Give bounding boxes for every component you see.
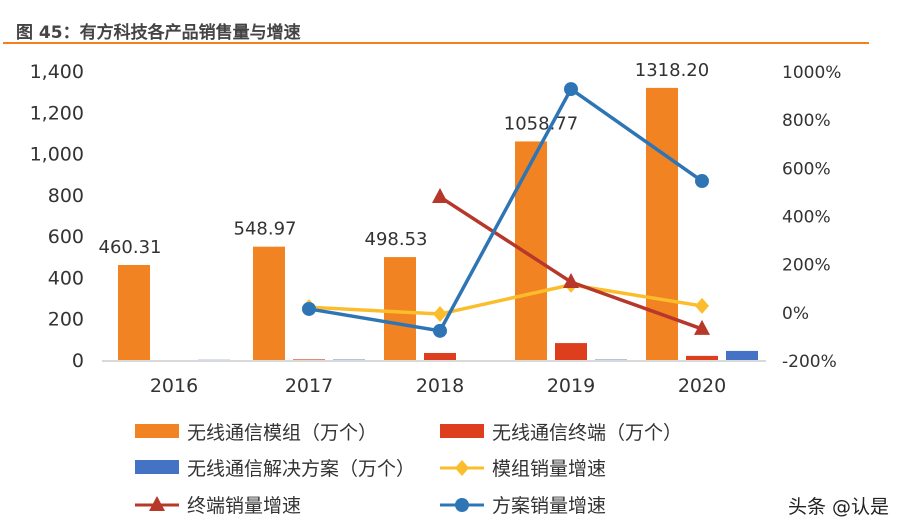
bar-data-label: 1058.77 <box>504 113 578 134</box>
right-tick-label: -200% <box>782 352 837 372</box>
x-tick-label: 2019 <box>547 375 595 397</box>
diamond-marker <box>433 306 447 323</box>
bar-2 <box>293 359 325 360</box>
bar-2 <box>686 355 718 360</box>
right-tick-label: 1000% <box>782 63 841 83</box>
x-tick-label: 2017 <box>285 375 333 397</box>
watermark: 头条 @认是 <box>787 496 889 518</box>
bar-data-label: 1318.20 <box>635 60 709 81</box>
bar-1 <box>118 264 150 360</box>
line-series <box>308 282 703 316</box>
circle-marker <box>433 323 447 338</box>
x-tick-label: 2016 <box>150 375 198 397</box>
legend-label: 无线通信终端（万个） <box>492 422 682 444</box>
left-tick-label: 1,400 <box>30 61 84 83</box>
title-underline <box>3 42 869 44</box>
right-tick-label: 400% <box>782 208 831 228</box>
left-tick-label: 200 <box>48 309 84 331</box>
x-tick-label: 2018 <box>416 375 464 397</box>
right-tick-label: 0% <box>782 304 809 324</box>
left-tick-label: 1,200 <box>30 102 84 124</box>
left-tick-label: 0 <box>72 350 84 372</box>
legend-swatch <box>135 460 179 474</box>
diamond-marker <box>695 297 709 314</box>
line-series <box>308 86 704 333</box>
legend-label: 方案销量增速 <box>492 495 606 517</box>
legend-label: 无线通信模组（万个） <box>187 422 377 444</box>
figure-title: 图 45：有方科技各产品销售量与增速 <box>16 23 301 43</box>
bar-data-label: 548.97 <box>234 219 297 240</box>
right-tick-label: 800% <box>782 111 831 131</box>
legend-label: 无线通信解决方案（万个） <box>187 458 415 480</box>
diamond-marker <box>455 460 469 476</box>
right-tick-label: 200% <box>782 256 831 276</box>
circle-marker <box>564 82 578 97</box>
bar-data-label: 460.31 <box>99 237 162 258</box>
circle-marker <box>302 301 316 316</box>
triangle-marker <box>694 319 710 335</box>
bar-3 <box>726 350 758 360</box>
left-tick-label: 400 <box>48 267 84 289</box>
triangle-marker <box>149 496 165 511</box>
left-tick-label: 800 <box>48 185 84 207</box>
right-tick-label: 600% <box>782 159 831 179</box>
left-tick-label: 600 <box>48 226 84 248</box>
left-tick-label: 1,000 <box>30 144 84 166</box>
circle-marker <box>695 174 709 189</box>
legend-label: 终端销量增速 <box>187 495 301 517</box>
legend-swatch <box>135 424 179 438</box>
circle-marker <box>455 498 469 512</box>
x-tick-label: 2020 <box>678 375 726 397</box>
legend-label: 模组销量增速 <box>492 458 606 480</box>
bar-2 <box>424 352 456 360</box>
triangle-marker <box>432 187 448 203</box>
bar-data-label: 498.53 <box>365 229 428 250</box>
legend-swatch <box>440 424 484 438</box>
bar-1 <box>384 257 416 360</box>
triangle-marker <box>563 272 579 288</box>
bar-1 <box>253 246 285 360</box>
bar-2 <box>555 343 587 360</box>
